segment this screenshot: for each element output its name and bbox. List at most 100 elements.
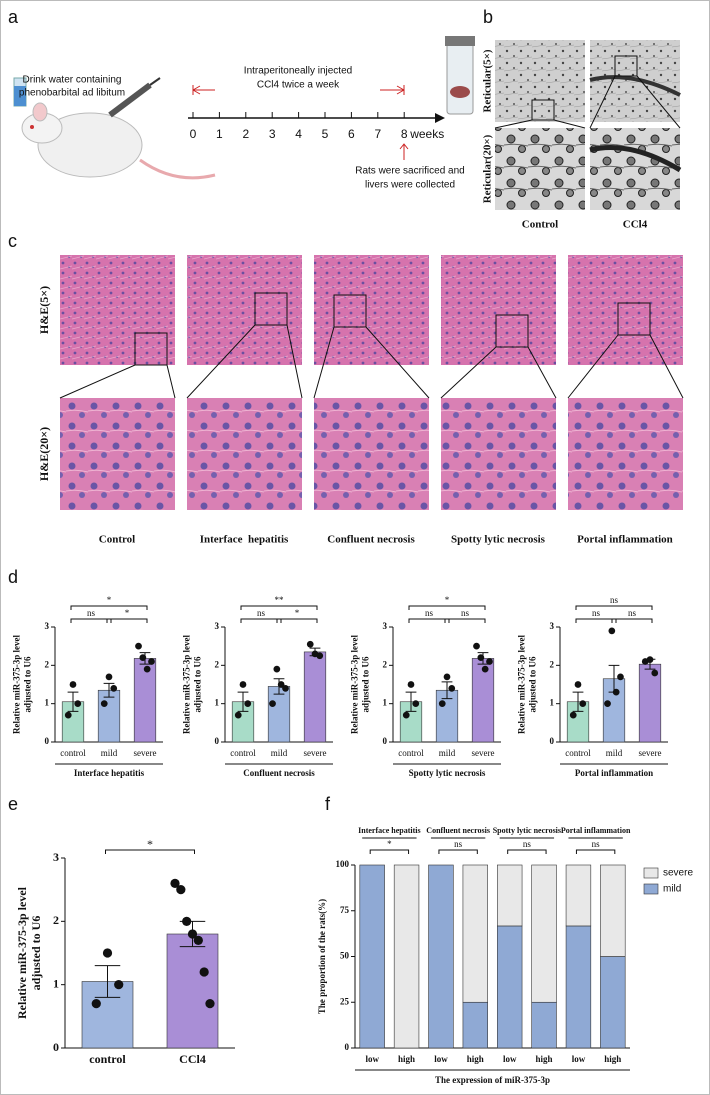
zoom-line xyxy=(186,324,303,399)
y-axis-label: Relative miR-375-3p level xyxy=(15,886,29,1019)
x-axis-label: Spotty lytic necrosis xyxy=(409,768,486,778)
x-tick-label: low xyxy=(503,1054,517,1064)
y-tick-label: 50 xyxy=(340,951,350,961)
significance-bracket xyxy=(507,849,547,854)
significance-label: ns xyxy=(461,608,470,618)
data-point xyxy=(143,665,151,673)
significance-bracket xyxy=(575,618,617,623)
timeline-label: 8 xyxy=(401,127,408,141)
data-point xyxy=(604,700,611,708)
y-axis-label: Relative miR-375-3p level xyxy=(350,635,360,734)
legend-label: mild xyxy=(663,884,681,895)
bar xyxy=(267,686,291,743)
group-label: Portal inflammation xyxy=(561,826,631,835)
significance-bracket xyxy=(240,618,282,623)
significance-bracket xyxy=(240,605,318,610)
row-label: Reticular(20×) xyxy=(482,134,494,203)
timeline-label: 4 xyxy=(295,127,302,141)
y-tick-label: 0 xyxy=(53,1040,59,1054)
col-label: Control xyxy=(99,534,135,546)
bar-segment xyxy=(359,864,385,1049)
y-tick-label: 0 xyxy=(383,736,388,746)
y-axis-label: Relative miR-375-3p level xyxy=(12,635,22,734)
x-tick-label: mild xyxy=(271,748,288,758)
note-text: livers were collected xyxy=(365,180,455,191)
data-point xyxy=(574,681,582,688)
y-tick-label: 1 xyxy=(53,976,59,990)
x-axis-label: Portal inflammation xyxy=(575,768,653,778)
micrograph xyxy=(60,398,175,510)
significance-bracket xyxy=(575,605,653,610)
legend-swatch xyxy=(643,883,659,895)
data-point xyxy=(102,948,113,958)
data-point xyxy=(569,711,577,719)
y-axis-label: adjusted to U6 xyxy=(528,656,538,713)
data-point xyxy=(269,700,276,708)
data-point xyxy=(91,999,101,1009)
significance-bracket xyxy=(105,849,195,854)
data-point xyxy=(486,658,493,665)
legend-label: severe xyxy=(663,868,693,879)
y-tick-label: 2 xyxy=(45,659,50,669)
data-point xyxy=(64,711,72,719)
data-point xyxy=(239,681,247,688)
treatment-text: Drink water containing xyxy=(23,75,122,86)
bar-segment xyxy=(462,864,488,1003)
rat-illustration xyxy=(13,77,216,180)
y-tick-label: 25 xyxy=(340,996,350,1006)
x-tick-label: mild xyxy=(101,748,118,758)
x-tick-label: high xyxy=(604,1054,621,1064)
x-axis-label: Confluent necrosis xyxy=(243,768,315,778)
data-point xyxy=(473,642,480,650)
y-tick-label: 3 xyxy=(45,621,50,631)
bar-segment xyxy=(565,864,592,927)
bar-segment xyxy=(462,1001,488,1049)
bar-segment xyxy=(531,864,557,1003)
data-point xyxy=(148,658,155,665)
significance-bracket xyxy=(276,618,318,623)
panel-label: e xyxy=(8,794,18,814)
significance-label: ns xyxy=(87,608,96,618)
x-tick-label: low xyxy=(572,1054,586,1064)
timeline-label: 5 xyxy=(322,127,329,141)
x-tick-label: control xyxy=(565,748,591,758)
bar xyxy=(97,689,121,743)
significance-label: * xyxy=(147,837,153,851)
row-label: H&E(5×) xyxy=(37,286,51,334)
data-point xyxy=(170,878,180,888)
significance-label: * xyxy=(125,608,130,618)
data-point xyxy=(176,885,186,895)
error-bar xyxy=(67,691,79,712)
timeline-label: 2 xyxy=(242,127,249,141)
y-axis-label: Relative miR-375-3p level xyxy=(182,635,192,734)
micrograph xyxy=(314,255,429,365)
bar-segment xyxy=(600,864,626,957)
timeline-label: 1 xyxy=(216,127,223,141)
significance-bracket xyxy=(408,605,486,610)
significance-bracket xyxy=(438,849,478,854)
data-point xyxy=(114,980,124,990)
y-axis-label: Relative miR-375-3p level xyxy=(517,635,527,734)
timeline-label: 3 xyxy=(269,127,276,141)
micrograph xyxy=(314,398,429,510)
x-tick-label: control xyxy=(89,1052,126,1066)
significance-label: ns xyxy=(257,608,266,618)
group-label: Spotty lytic necrosis xyxy=(493,826,561,835)
y-tick-label: 100 xyxy=(336,859,350,869)
y-tick-label: 1 xyxy=(215,698,220,708)
x-axis-label: Interface hepatitis xyxy=(74,768,145,778)
timeline-unit: weeks xyxy=(409,127,444,141)
micrograph xyxy=(441,398,556,510)
col-label: Confluent necrosis xyxy=(327,534,415,546)
data-point xyxy=(402,711,410,719)
significance-label: ns xyxy=(592,839,601,849)
data-point xyxy=(182,916,192,926)
data-point xyxy=(646,656,654,663)
row-label: Reticular(5×) xyxy=(482,49,494,112)
panel-label: f xyxy=(325,794,331,814)
x-tick-label: mild xyxy=(606,748,623,758)
zoom-box xyxy=(254,292,288,326)
significance-bracket xyxy=(70,605,148,610)
data-point xyxy=(277,681,285,688)
